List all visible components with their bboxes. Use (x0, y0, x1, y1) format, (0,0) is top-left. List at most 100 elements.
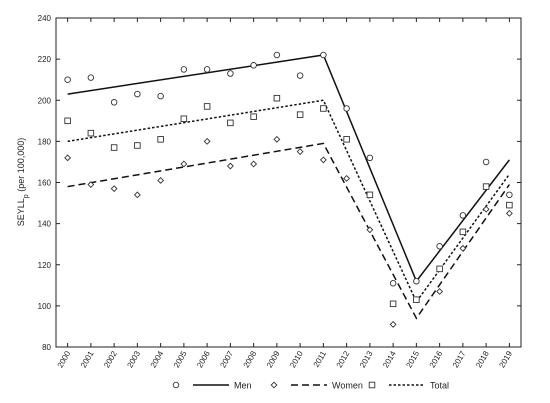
total-point (389, 300, 397, 308)
x-tick-label: 2019 (497, 349, 514, 369)
total-point (436, 265, 443, 273)
men-point (482, 158, 490, 166)
x-tick-label: 2004 (149, 349, 166, 369)
trend-line-men (67, 54, 510, 283)
women-point (250, 160, 258, 168)
women-point (436, 288, 444, 295)
women-point (157, 177, 165, 184)
y-axis: 80 100 120 140 160 180 200 220 240 (38, 14, 521, 352)
x-tick-label: 2002 (102, 349, 119, 369)
legend-marker-men (172, 381, 180, 389)
women-point (226, 162, 234, 170)
total-point (320, 105, 327, 112)
women-point (273, 135, 281, 143)
women-point (87, 181, 95, 188)
y-tick-label: 240 (38, 14, 52, 23)
legend-marker-women (270, 381, 278, 389)
legend: Men Women Total (172, 381, 449, 391)
men-point (250, 62, 257, 69)
total-point (413, 296, 420, 303)
trend-line-total (67, 99, 510, 304)
women-point (366, 226, 374, 234)
x-tick-label: 2009 (265, 349, 282, 369)
total-point (343, 136, 350, 143)
y-axis-title-subscript: p (23, 194, 30, 198)
men-point (227, 70, 234, 77)
men-point (413, 277, 420, 285)
men-point (64, 76, 71, 83)
women-point (459, 244, 467, 252)
men-point (296, 72, 304, 79)
men-point (157, 92, 164, 100)
men-point (87, 74, 95, 81)
women-point (64, 154, 72, 162)
x-tick-label: 2014 (381, 349, 398, 369)
y-axis-title-unit: (per 100,000) (16, 138, 26, 195)
x-tick-label: 2013 (358, 349, 375, 369)
total-point (250, 113, 257, 120)
total-point (273, 94, 281, 102)
y-axis-title: SEYLLp (per 100,000) (16, 138, 30, 226)
total-point (506, 201, 513, 209)
women-point (180, 160, 188, 168)
total-point (157, 136, 164, 143)
x-tick-label: 2015 (404, 349, 421, 369)
men-point (110, 99, 118, 106)
men-point (273, 51, 281, 59)
men-point (506, 191, 513, 199)
x-tick-label: 2018 (474, 349, 491, 369)
women-point (203, 137, 211, 145)
x-tick-label: 2011 (312, 349, 329, 369)
women-point (343, 174, 351, 182)
y-tick-label: 100 (38, 302, 52, 311)
legend-label-men: Men (234, 381, 252, 391)
trend-line-women (67, 142, 510, 320)
women-point (389, 320, 397, 328)
women-point (505, 209, 513, 217)
y-tick-label: 140 (38, 220, 52, 229)
total-point (64, 117, 71, 125)
x-tick-label: 2003 (125, 349, 142, 369)
x-tick-label: 2001 (79, 349, 96, 369)
data-markers (64, 51, 513, 328)
y-tick-label: 200 (38, 96, 52, 105)
total-point (203, 103, 211, 110)
x-tick-label: 2012 (335, 349, 352, 369)
x-tick-label: 2005 (172, 349, 189, 369)
x-tick-label: 2007 (218, 349, 235, 369)
total-point (87, 129, 95, 137)
women-point (319, 156, 327, 164)
men-point (203, 66, 211, 73)
plot-frame (55, 17, 522, 348)
x-axis: 2000 2001 2002 2003 2004 2005 2006 2007 2008 2009… (56, 18, 514, 369)
women-point (296, 148, 304, 156)
men-point (389, 280, 397, 287)
y-tick-label: 160 (38, 179, 52, 188)
men-point (343, 105, 350, 112)
total-point (134, 142, 141, 149)
y-tick-label: 220 (38, 55, 52, 64)
legend-marker-total (368, 381, 376, 389)
total-point (227, 119, 234, 127)
x-tick-label: 2006 (195, 349, 212, 369)
trend-lines (67, 54, 510, 320)
men-point (366, 154, 374, 162)
x-tick-label: 2008 (242, 349, 259, 369)
legend-label-total: Total (430, 381, 449, 391)
total-point (296, 111, 304, 118)
women-point (133, 191, 141, 199)
y-tick-label: 180 (38, 137, 52, 146)
women-point (110, 185, 118, 193)
x-tick-label: 2010 (288, 349, 305, 369)
x-tick-label: 2016 (428, 349, 445, 369)
men-point (134, 90, 141, 98)
total-point (459, 228, 467, 236)
men-point (320, 51, 327, 59)
x-tick-label: 2000 (56, 349, 73, 369)
total-point (180, 115, 188, 123)
men-point (459, 212, 467, 219)
men-point (436, 242, 443, 250)
men-point (180, 66, 188, 73)
women-point (482, 205, 490, 213)
